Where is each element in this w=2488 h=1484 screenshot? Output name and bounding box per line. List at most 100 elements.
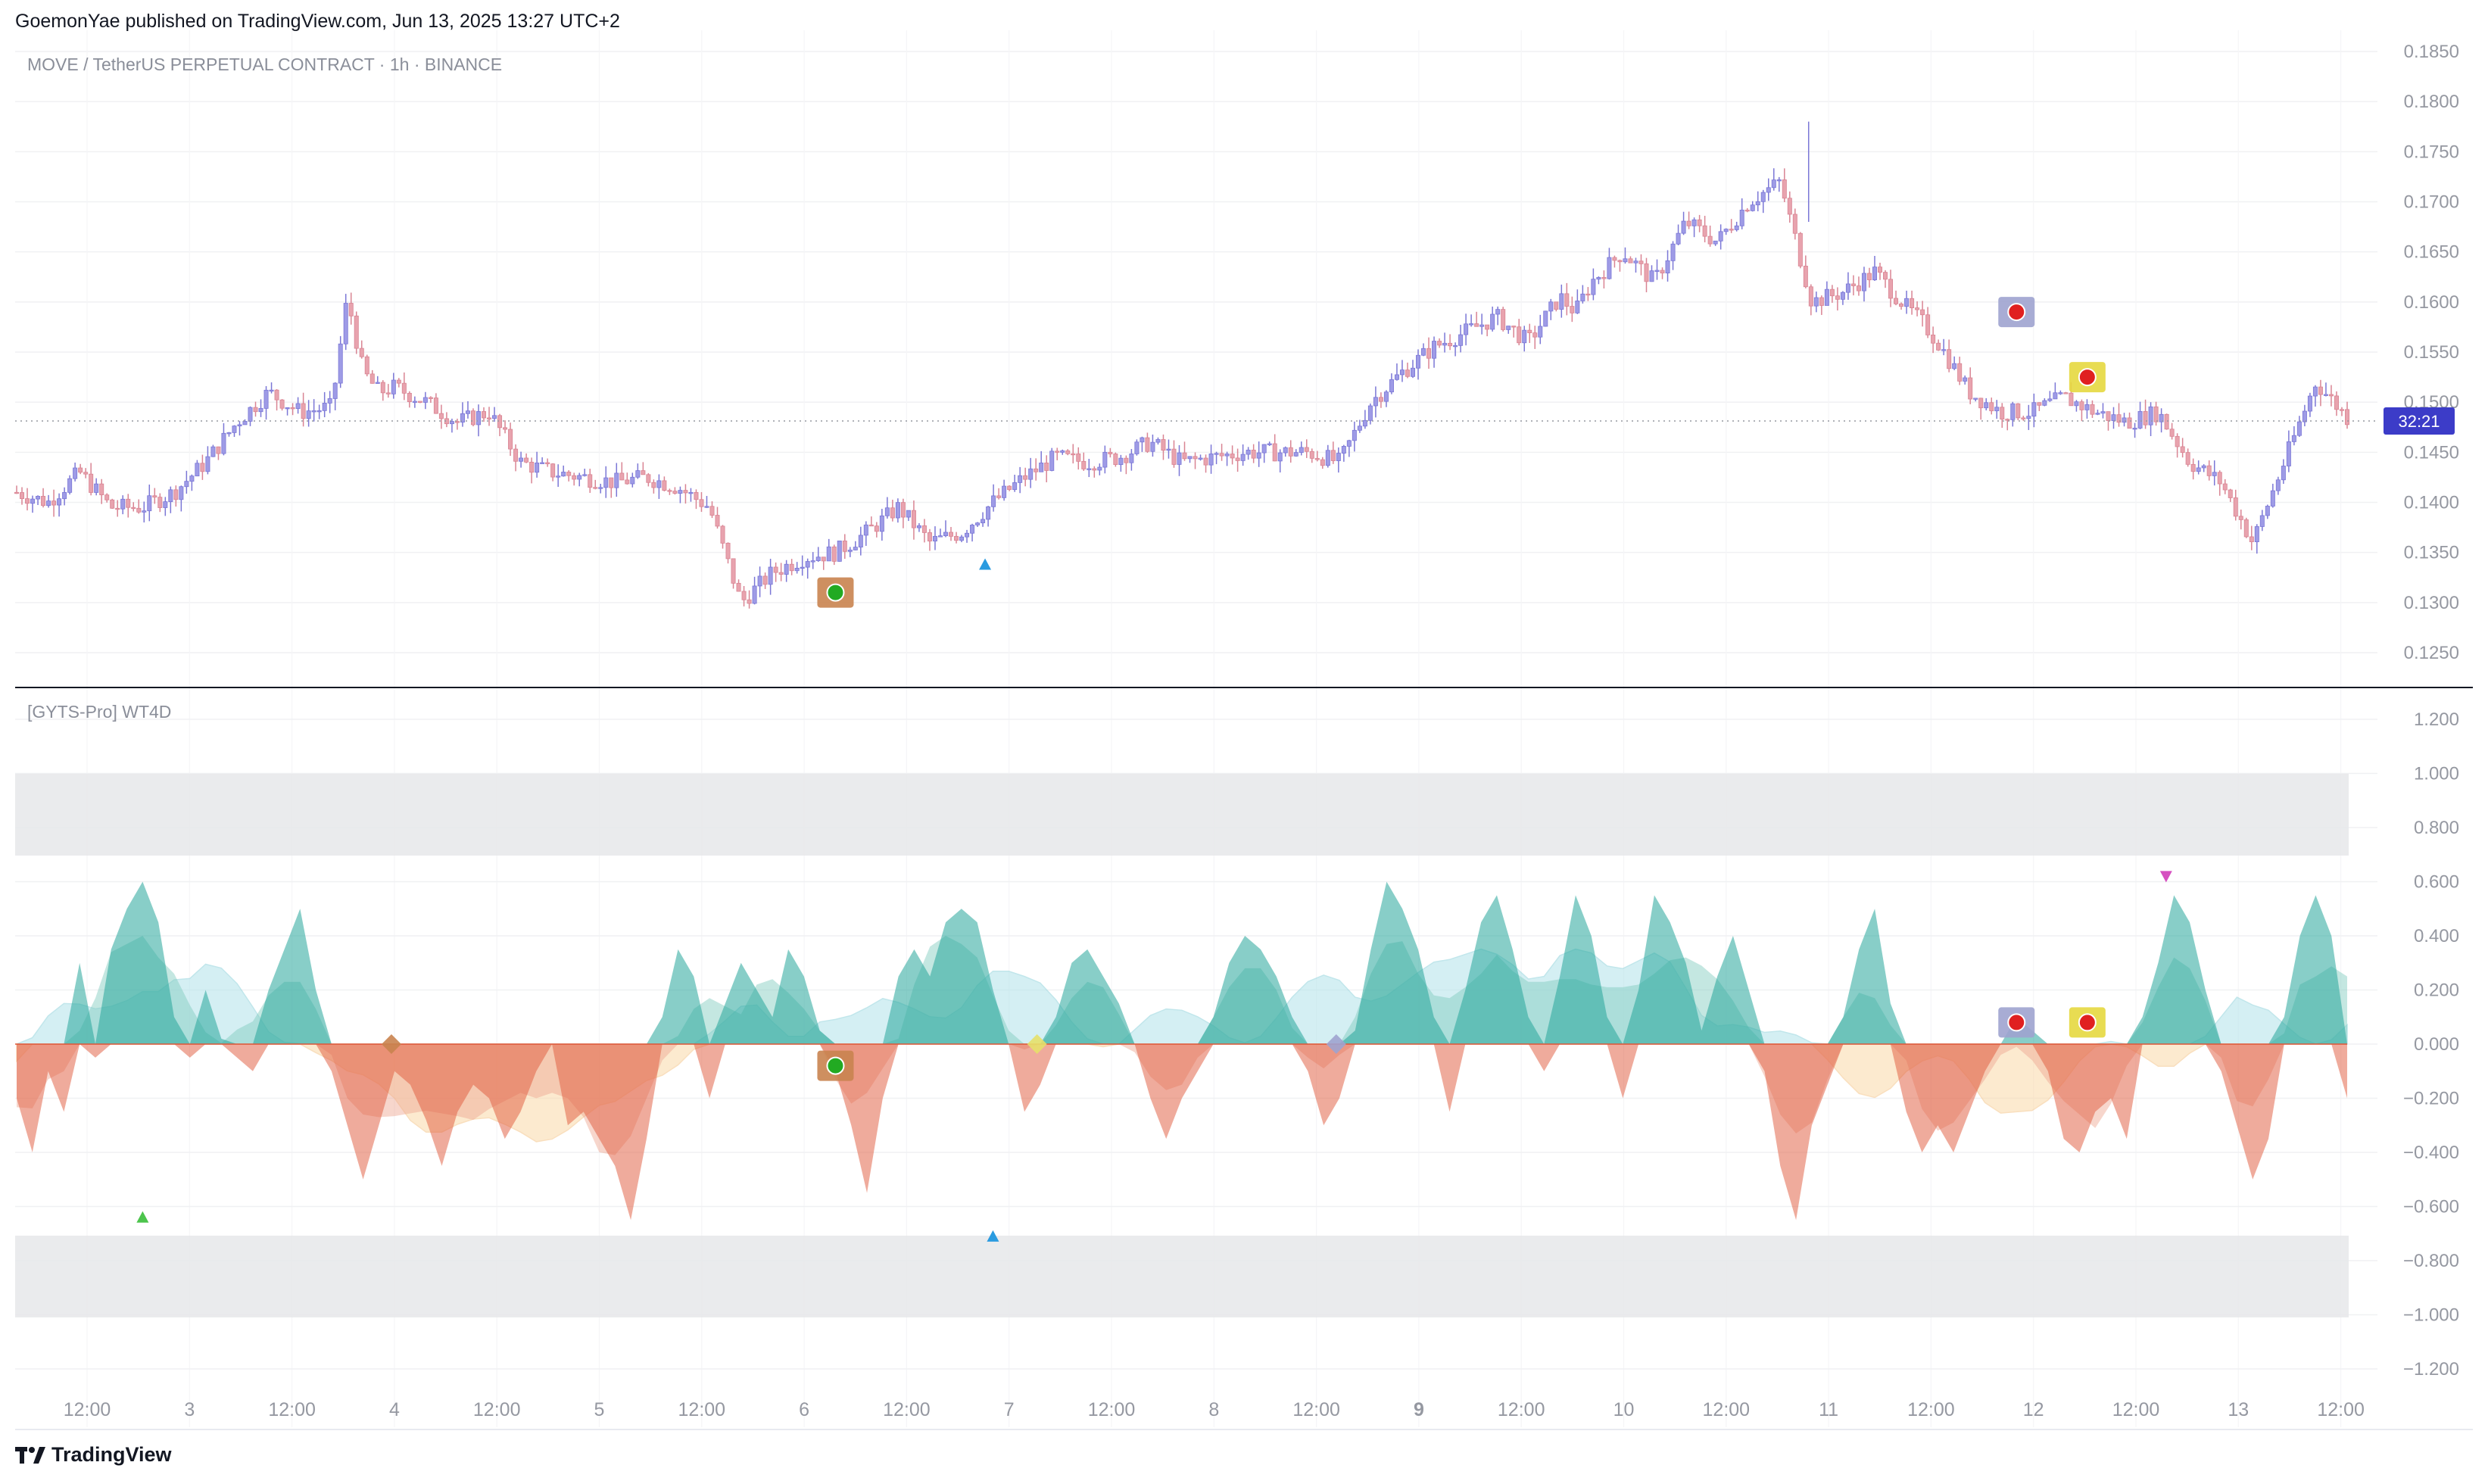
candle-body <box>210 446 216 457</box>
osc-tick-label: −1.000 <box>2403 1305 2459 1326</box>
candle-body <box>1124 457 1129 463</box>
candle-body <box>36 496 41 500</box>
candle-body <box>1336 453 1341 461</box>
candle-body <box>237 424 242 427</box>
candle-body <box>672 491 678 494</box>
candle-body <box>2233 497 2238 517</box>
candle-body <box>2106 411 2111 421</box>
candle-body <box>1416 354 1421 369</box>
price-tick-label: 0.1400 <box>2404 493 2459 513</box>
candle-body <box>1309 450 1314 459</box>
osc-tick-label: 0.400 <box>2414 926 2459 946</box>
price-tick-label: 0.1300 <box>2404 593 2459 613</box>
tradingview-logo[interactable]: TradingView <box>15 1443 172 1467</box>
candle-body <box>1575 301 1580 313</box>
price-tick-label: 0.1350 <box>2404 543 2459 563</box>
candle-body <box>911 510 916 528</box>
candle-body <box>954 535 959 541</box>
candle-body <box>1866 273 1872 281</box>
indicator-label: [GYTS-Pro] WT4D <box>27 702 171 722</box>
osc-sell-signal-marker[interactable] <box>2069 1007 2106 1038</box>
candle-body <box>1442 342 1448 346</box>
candle-body <box>1134 441 1140 454</box>
candle-body <box>2318 386 2323 395</box>
candle-body <box>396 379 401 384</box>
candle-body <box>1034 468 1039 472</box>
candle-body <box>1596 276 1601 280</box>
buy-signal-marker[interactable] <box>817 577 854 608</box>
candle-body <box>837 541 842 562</box>
candle-body <box>51 500 57 506</box>
candle-body <box>1766 187 1771 193</box>
oscillator-axis[interactable]: 1.200 1.000 0.800 0.600 0.400 0.200 0.000 −0.20… <box>2403 709 2459 1380</box>
candle-body <box>2249 536 2254 543</box>
osc-buy-signal-marker[interactable] <box>817 1050 854 1081</box>
candle-body <box>842 541 847 552</box>
osc-tick-label: 1.200 <box>2414 709 2459 730</box>
candle-body <box>1957 363 1963 382</box>
candle-body <box>1076 453 1081 462</box>
candle-body <box>513 448 519 462</box>
candle-body <box>1660 270 1665 274</box>
candle-body <box>1166 448 1171 451</box>
time-axis[interactable]: 12:00 3 12:00 4 12:00 5 12:00 6 12:00 7 12:00 8 12:0… <box>15 1399 2473 1430</box>
candle-body <box>1256 452 1261 459</box>
candle-body <box>2159 413 2164 422</box>
candle-body <box>316 410 322 413</box>
time-tick-label: 12:00 <box>268 1399 316 1420</box>
diamond-marker <box>1326 1034 1346 1054</box>
candle-body <box>2095 413 2100 415</box>
publisher-caption: GoemonYae published on TradingView.com, … <box>15 11 620 32</box>
candle-body <box>2334 395 2339 410</box>
candle-body <box>1362 419 1367 427</box>
candle-body <box>2323 394 2328 396</box>
candle-body <box>890 507 895 519</box>
candle-body <box>932 535 937 542</box>
price-tick-label: 0.1800 <box>2404 92 2459 112</box>
candle-body <box>274 389 279 401</box>
candle-body <box>1182 452 1187 460</box>
candle-body <box>1198 457 1203 460</box>
osc-tick-label: 1.000 <box>2414 764 2459 784</box>
candle-body <box>1564 293 1570 307</box>
candle-body <box>1219 453 1224 457</box>
candle-body <box>2164 413 2169 430</box>
candle-body <box>503 427 508 430</box>
candle-body <box>1246 450 1251 455</box>
candle-body <box>508 429 513 450</box>
candle-body <box>572 475 577 480</box>
price-tick-label: 0.1550 <box>2404 342 2459 363</box>
candle-body <box>1861 273 1866 292</box>
candle-body <box>831 546 837 562</box>
osc-sell-signal-marker[interactable] <box>1998 1007 2035 1038</box>
candle-body <box>470 410 475 426</box>
sell-signal-marker[interactable] <box>1998 297 2035 328</box>
price-axis[interactable]: 0.1850 0.1800 0.1750 0.1700 0.1650 0.1600 0.15… <box>2404 42 2459 663</box>
price-tick-label: 0.1600 <box>2404 292 2459 313</box>
candle-body <box>1968 377 1973 400</box>
candle-body <box>1485 324 1490 330</box>
candle-body <box>1224 454 1230 457</box>
candle-body <box>1055 450 1060 453</box>
osc-tick-label: 0.600 <box>2414 872 2459 893</box>
candle-body <box>1963 377 1968 382</box>
price-tick-label: 0.1450 <box>2404 442 2459 463</box>
candle-body <box>2122 417 2127 423</box>
candle-body <box>826 546 831 562</box>
sell-signal-marker[interactable] <box>2069 362 2106 393</box>
candle-body <box>1676 232 1681 245</box>
candle-body <box>1495 309 1501 315</box>
candle-body <box>1235 457 1240 461</box>
candle-body <box>57 498 62 506</box>
candle-body <box>438 413 444 419</box>
candle-body <box>110 499 115 509</box>
time-tick-label: 12:00 <box>473 1399 521 1420</box>
osc-tick-label: −0.600 <box>2403 1197 2459 1217</box>
candle-body <box>2100 411 2106 414</box>
candle-body <box>104 494 110 500</box>
candle-body <box>67 478 73 493</box>
candle-body <box>120 498 126 510</box>
candle-body <box>1081 460 1087 469</box>
candle-body <box>2016 403 2021 419</box>
